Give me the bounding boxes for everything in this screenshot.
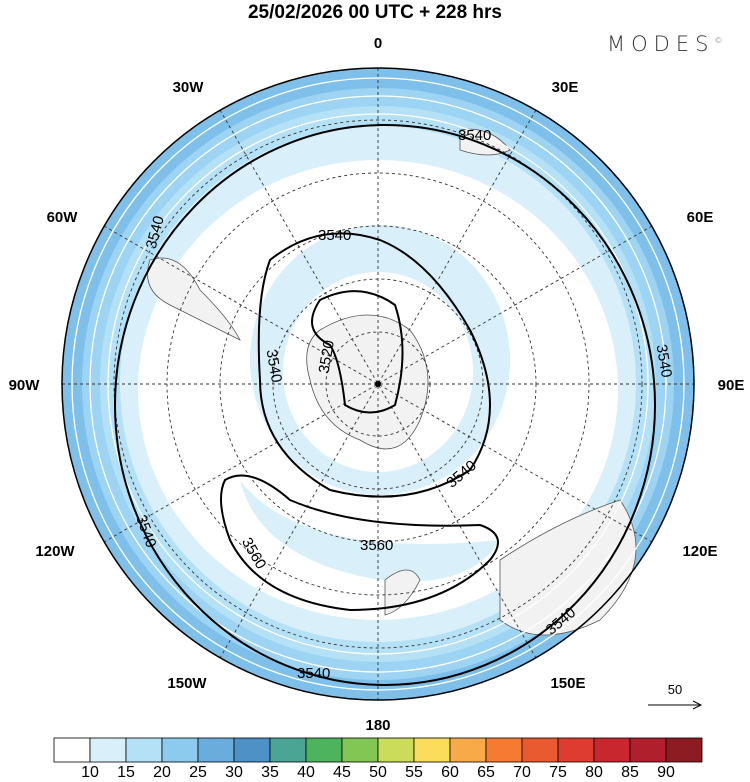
svg-text:120E: 120E xyxy=(682,543,717,560)
colorbar-swatch xyxy=(377,737,415,763)
colorbar-label: 85 xyxy=(621,764,639,781)
svg-text:60E: 60E xyxy=(687,209,714,226)
colorbar-swatch xyxy=(233,737,271,763)
new-zealand xyxy=(384,569,421,616)
colorbar-label: 55 xyxy=(405,764,423,781)
colorbar-label: 40 xyxy=(297,764,315,781)
colorbar xyxy=(53,737,703,763)
colorbar-label: 35 xyxy=(261,764,279,781)
svg-text:3540: 3540 xyxy=(297,665,330,682)
colorbar-swatch xyxy=(125,737,163,763)
svg-text:3560: 3560 xyxy=(360,537,393,554)
colorbar-label: 15 xyxy=(117,764,135,781)
antarctica xyxy=(306,314,429,450)
africa xyxy=(459,128,511,156)
colorbar-label: 70 xyxy=(513,764,531,781)
colorbar-swatch xyxy=(413,737,451,763)
south-pole-marker xyxy=(375,381,381,387)
svg-text:50: 50 xyxy=(668,682,682,697)
colorbar-swatch xyxy=(449,737,487,763)
colorbar-swatch xyxy=(197,737,235,763)
svg-text:3540: 3540 xyxy=(458,127,491,144)
colorbar-swatch xyxy=(665,737,703,763)
colorbar-label: 50 xyxy=(369,764,387,781)
svg-text:3520: 3520 xyxy=(316,339,339,375)
south-america xyxy=(147,257,241,341)
colorbar-swatch xyxy=(341,737,379,763)
svg-text:60W: 60W xyxy=(47,209,79,226)
colorbar-swatch xyxy=(161,737,199,763)
colorbar-label: 10 xyxy=(81,764,99,781)
svg-text:180: 180 xyxy=(365,717,390,734)
colorbar-swatch xyxy=(269,737,307,763)
colorbar-swatch xyxy=(593,737,631,763)
colorbar-swatch xyxy=(629,737,667,763)
svg-text:3540: 3540 xyxy=(318,227,351,244)
reference-vector: 50 xyxy=(648,682,703,710)
colorbar-label: 30 xyxy=(225,764,243,781)
longitude-labels: 0 30E 60E 90E 120E 150E 180 150W 120W 90… xyxy=(9,35,745,734)
svg-text:30E: 30E xyxy=(552,79,579,96)
colorbar-label: 80 xyxy=(585,764,603,781)
colorbar-label: 25 xyxy=(189,764,207,781)
svg-text:3540: 3540 xyxy=(653,343,676,379)
wind-streamlines xyxy=(71,77,685,691)
colorbar-label: 60 xyxy=(441,764,459,781)
height-contours xyxy=(114,124,656,686)
colorbar-swatch xyxy=(485,737,523,763)
modes-logo: MODES© xyxy=(607,32,723,56)
graticule xyxy=(62,68,694,700)
colorbar-label: 65 xyxy=(477,764,495,781)
svg-text:150E: 150E xyxy=(550,675,585,692)
colorbar-label: 75 xyxy=(549,764,567,781)
colorbar-label: 45 xyxy=(333,764,351,781)
colorbar-swatch xyxy=(557,737,595,763)
svg-text:90W: 90W xyxy=(9,377,41,394)
colorbar-label: 90 xyxy=(657,764,675,781)
colorbar-label: 20 xyxy=(153,764,171,781)
colorbar-swatch xyxy=(521,737,559,763)
svg-text:0: 0 xyxy=(374,35,382,52)
svg-text:30W: 30W xyxy=(173,79,205,96)
map-border xyxy=(61,67,695,701)
svg-text:150W: 150W xyxy=(167,675,207,692)
colorbar-swatch xyxy=(53,737,91,763)
map-title: 25/02/2026 00 UTC + 228 hrs xyxy=(247,2,503,23)
colorbar-swatch xyxy=(89,737,127,763)
svg-text:3540: 3540 xyxy=(263,348,286,384)
svg-text:120W: 120W xyxy=(35,543,75,560)
svg-text:90E: 90E xyxy=(718,377,745,394)
colorbar-swatch xyxy=(305,737,343,763)
